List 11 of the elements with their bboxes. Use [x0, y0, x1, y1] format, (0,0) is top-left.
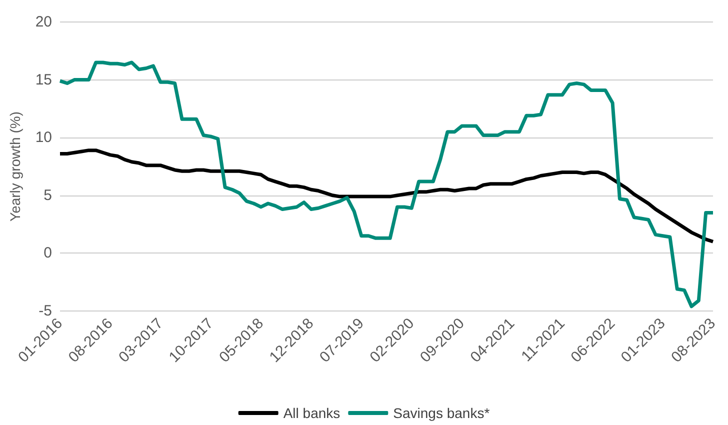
legend-label: Savings banks*: [393, 405, 490, 421]
y-tick-label: -5: [38, 302, 52, 320]
y-tick-label: 5: [44, 186, 52, 204]
line-series: [58, 148, 715, 244]
y-axis-title: Yearly growth (%): [7, 112, 23, 222]
y-tick-label: 10: [35, 129, 52, 146]
y-tick-label: 20: [35, 14, 52, 30]
line-series: [58, 60, 715, 308]
legend-label: All banks: [283, 405, 340, 421]
y-tick-label: 0: [44, 244, 52, 262]
y-tick-label: 15: [35, 71, 52, 88]
